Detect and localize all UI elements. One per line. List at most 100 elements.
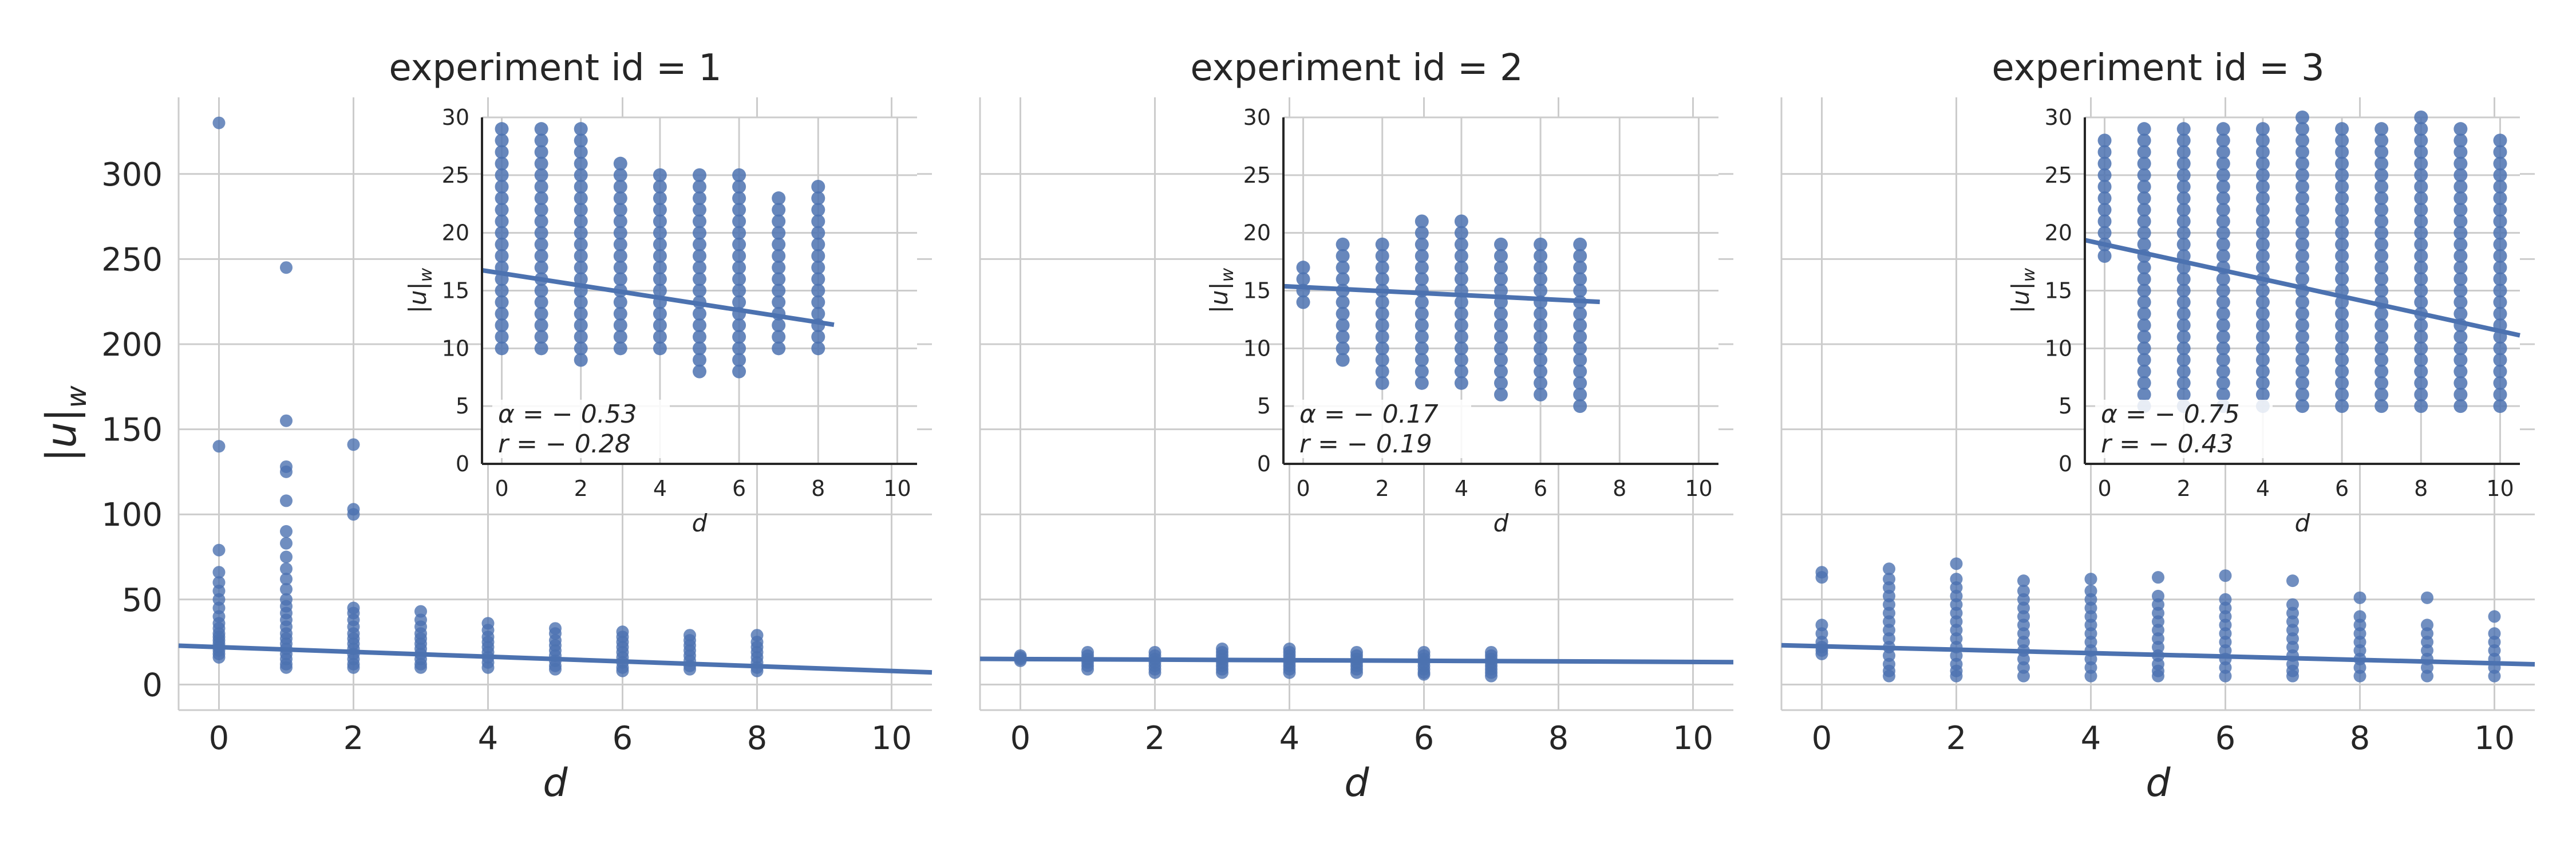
inset-scatter-point: [693, 203, 706, 217]
inset-scatter-point: [2176, 156, 2191, 171]
inset-scatter-point: [1573, 376, 1587, 390]
inset-scatter-point: [2296, 237, 2309, 251]
x-tick-label: 2: [1946, 720, 1967, 757]
inset-scatter-point: [2296, 122, 2309, 136]
inset-scatter-point: [2176, 283, 2191, 298]
inset-scatter-point: [693, 272, 706, 286]
inset-scatter-point: [2335, 214, 2349, 228]
inset-scatter-point: [1454, 295, 1468, 309]
inset-scatter-point: [2255, 168, 2270, 182]
inset-scatter-point: [2493, 261, 2507, 275]
inset-scatter-point: [2137, 214, 2151, 228]
inset-scatter-point: [613, 272, 627, 286]
inset-scatter-point: [811, 283, 825, 298]
inset-y-tick-label: 0: [456, 451, 469, 476]
inset-scatter-point: [1534, 341, 1548, 356]
inset-y-tick-label: 10: [1243, 336, 1271, 361]
inset-scatter-point: [2414, 376, 2428, 390]
inset-scatter-point: [2374, 122, 2389, 136]
inset-scatter-point: [732, 203, 746, 217]
inset-scatter-point: [811, 191, 825, 206]
inset-scatter-point: [2414, 237, 2428, 251]
inset-scatter-point: [653, 283, 667, 298]
inset-scatter-point: [1494, 353, 1508, 367]
inset-scatter-point: [1454, 237, 1468, 251]
inset-scatter-point: [2255, 191, 2270, 206]
y-axis-label: |u|w: [37, 385, 93, 462]
inset-scatter-point: [2296, 364, 2309, 379]
inset-scatter-point: [2176, 237, 2191, 251]
inset-scatter-point: [653, 168, 667, 182]
inset-scatter-point: [1534, 388, 1548, 401]
inset-scatter-point: [2176, 203, 2191, 217]
inset-scatter-point: [2493, 226, 2507, 240]
inset-scatter-point: [1454, 226, 1468, 240]
inset-y-tick-label: 20: [442, 220, 469, 246]
y-tick-label: 150: [101, 412, 163, 449]
inset-scatter-point: [2493, 156, 2507, 171]
inset-scatter-point: [2374, 272, 2389, 286]
inset-scatter-point: [2493, 306, 2507, 321]
inset-scatter-point: [2493, 376, 2507, 390]
inset-scatter-point: [1454, 341, 1468, 356]
inset-regression-line: [2084, 238, 2520, 338]
main-points: [212, 116, 764, 677]
scatter-point: [280, 582, 293, 596]
inset-scatter-point: [1573, 353, 1587, 367]
inset-scatter-point: [1534, 364, 1548, 379]
inset-scatter-point: [1375, 306, 1389, 321]
inset-scatter-point: [1494, 364, 1508, 379]
inset-scatter-point: [772, 249, 786, 263]
inset-scatter-point: [772, 203, 786, 217]
inset-scatter-point: [1534, 330, 1548, 344]
scatter-point: [2286, 574, 2299, 588]
inset-scatter-point: [2493, 191, 2507, 206]
inset-scatter-point: [2137, 203, 2151, 217]
inset-scatter-point: [1415, 330, 1429, 344]
inset-scatter-point: [772, 318, 786, 332]
inset-scatter-point: [2137, 330, 2151, 344]
scatter-point: [212, 543, 226, 557]
inset-scatter-point: [1494, 376, 1508, 390]
inset-scatter-point: [2414, 180, 2428, 194]
inset-y-tick-label: 25: [2045, 163, 2072, 188]
inset-scatter-point: [2255, 214, 2270, 228]
inset-scatter-point: [2137, 341, 2151, 356]
scatter-point: [2353, 591, 2366, 604]
inset-scatter-point: [2453, 133, 2468, 148]
inset-scatter-point: [574, 295, 588, 309]
inset-scatter-point: [1336, 306, 1350, 321]
inset-scatter-point: [2216, 237, 2230, 251]
x-tick-label: 2: [343, 720, 364, 757]
inset-scatter-point: [613, 168, 627, 182]
scatter-point: [1350, 666, 1363, 679]
inset-scatter-point: [2493, 295, 2507, 309]
scatter-point: [2084, 669, 2097, 683]
scatter-point: [2152, 571, 2164, 584]
inset-scatter-point: [1573, 330, 1587, 344]
inset-scatter-point: [2493, 203, 2507, 217]
y-tick-label: 200: [101, 326, 163, 364]
inset-x-tick-label: 4: [653, 476, 667, 501]
inset-scatter-point: [2137, 318, 2151, 332]
inset-scatter-point: [613, 214, 627, 228]
inset-scatter-point: [772, 261, 786, 275]
inset-scatter-point: [2374, 145, 2389, 159]
alpha-annotation: α = − 0.17: [1299, 400, 1439, 429]
inset-scatter-point: [2453, 226, 2468, 240]
inset-scatter-point: [2216, 272, 2230, 286]
inset-scatter-point: [2137, 306, 2151, 321]
inset-scatter-point: [772, 191, 786, 206]
inset-scatter-point: [2335, 341, 2349, 356]
inset-scatter-point: [732, 249, 746, 263]
scatter-point: [280, 537, 293, 550]
inset-scatter-point: [2493, 341, 2507, 356]
inset-scatter-point: [2097, 156, 2112, 171]
inset-scatter-point: [1375, 330, 1389, 344]
inset-scatter-point: [653, 318, 667, 332]
inset-scatter-point: [2176, 388, 2191, 401]
inset-scatter-point: [811, 203, 825, 217]
inset-scatter-point: [534, 295, 548, 309]
scatter-point: [1815, 571, 1828, 584]
inset-scatter-point: [2255, 226, 2270, 240]
